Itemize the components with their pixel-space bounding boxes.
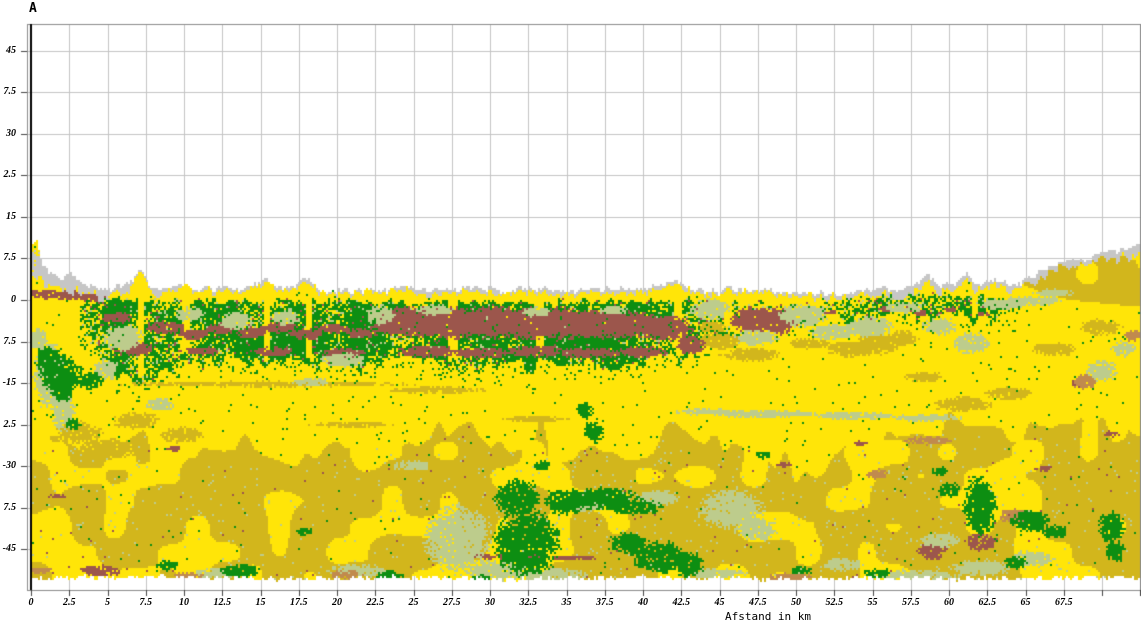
x-tick-label: 25 bbox=[408, 597, 419, 608]
x-tick-label: 55 bbox=[867, 597, 878, 608]
x-tick-label: 67.5 bbox=[1055, 597, 1073, 608]
x-tick-label: 5 bbox=[105, 597, 110, 608]
y-tick-label: 0 bbox=[11, 294, 16, 305]
x-tick-label: 22.5 bbox=[366, 597, 385, 608]
y-tick-label: 2.5 bbox=[3, 169, 17, 181]
y-tick-label: 15 bbox=[6, 210, 16, 222]
x-tick-label: 52.5 bbox=[825, 597, 844, 608]
x-tick-label: 37.5 bbox=[596, 597, 614, 608]
x-tick-label: 42.5 bbox=[672, 597, 691, 608]
x-tick-label: 15 bbox=[255, 597, 266, 608]
x-tick-label: 60 bbox=[944, 597, 954, 608]
x-tick-label: 2.5 bbox=[63, 597, 76, 608]
x-tick-label: 35 bbox=[561, 597, 572, 608]
y-tick-label: 7.5 bbox=[3, 252, 17, 264]
y-tick-label: 45 bbox=[6, 44, 16, 56]
x-tick-label: 62.5 bbox=[978, 597, 997, 608]
x-tick-label: 27.5 bbox=[443, 597, 461, 608]
y-tick-label: -15 bbox=[2, 377, 16, 389]
y-tick-label: 7.5 bbox=[3, 335, 17, 347]
section-title: A bbox=[29, 1, 37, 16]
x-tick-label: 10 bbox=[179, 597, 189, 608]
y-tick-label: 7.5 bbox=[3, 501, 17, 513]
y-tick-label: -30 bbox=[2, 460, 16, 472]
x-tick-label: 50 bbox=[791, 597, 801, 608]
y-tick-label: 7.5 bbox=[3, 86, 17, 98]
x-tick-label: 17.5 bbox=[290, 597, 308, 608]
x-tick-label: 40 bbox=[638, 597, 648, 608]
x-tick-label: 0 bbox=[28, 597, 34, 608]
x-tick-label: 20 bbox=[332, 597, 342, 608]
y-tick-label: 2.5 bbox=[3, 418, 17, 430]
x-tick-label: 32.5 bbox=[519, 597, 538, 608]
x-tick-label: 30 bbox=[485, 597, 495, 608]
x-tick-label: 12.5 bbox=[213, 597, 232, 608]
x-axis-labels: 0 2.5 5 7.5 10 12.5 15 17.5 20 22.5 25 27.5 30 32.5 35… bbox=[0, 597, 1141, 611]
x-axis-title: Afstand in km bbox=[724, 610, 812, 623]
x-tick-label: 47.5 bbox=[749, 597, 767, 608]
x-tick-label: 65 bbox=[1020, 597, 1031, 608]
x-tick-label: 57.5 bbox=[902, 597, 920, 608]
y-axis-labels: 45 7.5 30 2.5 15 7.5 0 7.5 -15 2.5 -30 7.5 -45 bbox=[0, 0, 17, 629]
y-tick-label: 30 bbox=[6, 127, 16, 139]
x-tick-label: 45 bbox=[714, 597, 725, 608]
y-tick-label: -45 bbox=[2, 543, 16, 555]
x-tick-label: 7.5 bbox=[139, 597, 153, 608]
